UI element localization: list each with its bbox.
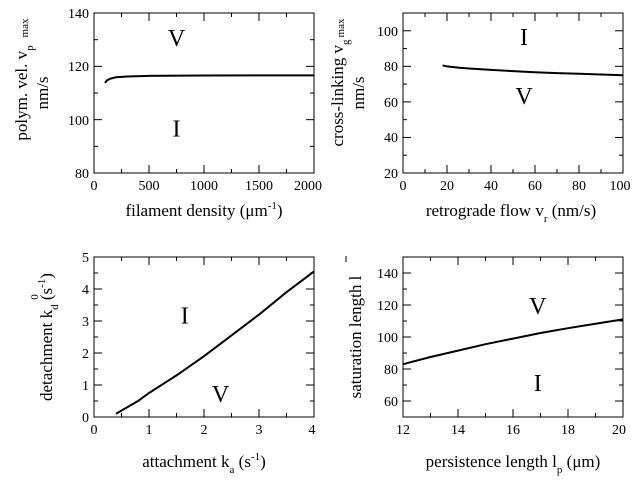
y-tick-label: 2	[82, 347, 89, 362]
x-tick-label: 18	[561, 423, 575, 438]
y-tick-labels: 0 1 2 3 4 5	[82, 251, 89, 426]
x-tick-labels: 0 500 1000 1500 2000	[91, 179, 323, 194]
x-tick-label: 500	[139, 179, 160, 194]
y-tick-label: 80	[75, 167, 89, 182]
y-tick-label: 3	[82, 315, 89, 330]
y-tick-labels: 20 40 60 80 100	[377, 25, 398, 182]
plot-frame	[402, 12, 624, 174]
series-line	[104, 74, 314, 84]
y-tick-label: 20	[384, 167, 398, 182]
panel-a: 0 500 1000 1500 2000 80 100 120 140 fila…	[12, 7, 322, 220]
series-line	[402, 318, 624, 366]
x-tick-labels: 0 20 40 60 80 100	[400, 179, 631, 194]
y-axis-label-sup: max	[19, 18, 31, 37]
x-tick-labels: 0 1 2 3 4	[91, 423, 316, 438]
panel-c: 0 1 2 3 4 0 1 2 3 4 5 attachment ka (s-1…	[29, 251, 316, 476]
series-line	[442, 64, 624, 77]
region-label-v: V	[515, 84, 533, 110]
y-axis-label: cross-linking vg	[328, 39, 352, 147]
y-tick-label: 80	[384, 60, 398, 75]
x-tick-labels: 12 14 16 18 20	[396, 423, 626, 438]
y-tick-label: 140	[377, 267, 398, 282]
y-tick-label: 80	[384, 363, 398, 378]
y-axis-label-sup: max	[335, 18, 347, 37]
y-tick-label: 4	[82, 283, 89, 298]
x-tick-label: 20	[440, 179, 454, 194]
x-axis-label: attachment ka (s-1)	[142, 451, 266, 476]
region-label-v: V	[212, 382, 230, 408]
plot-frame	[93, 256, 315, 418]
x-tick-label: 0	[91, 423, 98, 438]
region-label-i: I	[534, 371, 542, 397]
x-tick-label: 1	[146, 423, 153, 438]
x-tick-label: 2000	[294, 179, 322, 194]
y-tick-label: 5	[82, 251, 89, 266]
y-tick-label: 100	[377, 331, 398, 346]
tick-marks	[402, 256, 624, 418]
y-tick-label: 100	[68, 114, 89, 129]
region-label-v: V	[168, 26, 186, 52]
x-tick-label: 3	[256, 423, 263, 438]
y-axis-label: saturation length l	[346, 275, 365, 398]
x-tick-label: 20	[612, 423, 626, 438]
plot-frame	[402, 256, 624, 418]
x-tick-label: 40	[484, 179, 498, 194]
y-tick-labels: 80 100 120 140	[68, 7, 89, 182]
y-tick-label: 100	[377, 25, 398, 40]
y-tick-labels: 60 80 100 120 140	[377, 267, 398, 410]
x-tick-label: 1000	[190, 179, 218, 194]
x-tick-label: 80	[572, 179, 586, 194]
y-tick-label: 60	[384, 395, 398, 410]
x-tick-label: 0	[400, 179, 407, 194]
x-axis-label: persistence length lp (μm)	[426, 452, 601, 476]
x-tick-label: 100	[610, 179, 631, 194]
y-tick-label: 120	[68, 60, 89, 75]
x-tick-label: 14	[451, 423, 465, 438]
y-axis-label-sup: 0	[29, 294, 41, 300]
x-tick-label: 2	[201, 423, 208, 438]
panel-d: 12 14 16 18 20 60 80 100 120 140 persist…	[345, 256, 626, 476]
x-axis-label: filament density (μm-1)	[125, 200, 282, 220]
tick-marks	[93, 12, 315, 174]
x-tick-label: 16	[506, 423, 520, 438]
panel-b: 0 20 40 60 80 100 20 40 60 80 100 retrog…	[328, 12, 631, 225]
x-axis-label: retrograde flow vr (nm/s)	[426, 201, 596, 225]
y-tick-label: 0	[82, 411, 89, 426]
y-axis-label: detachment kd (s-1)	[36, 273, 61, 401]
region-label-i: I	[173, 117, 181, 143]
y-axis-label: polym. vel. vp	[12, 45, 36, 141]
x-tick-label: 1500	[245, 179, 273, 194]
plot-frame	[93, 12, 315, 174]
x-tick-label: 4	[309, 423, 316, 438]
y-tick-label: 140	[68, 7, 89, 22]
y-tick-label: 60	[384, 96, 398, 111]
region-label-i: I	[181, 304, 189, 330]
series-line	[115, 270, 315, 415]
y-tick-label: 40	[384, 131, 398, 146]
x-tick-label: 60	[528, 179, 542, 194]
x-tick-label: 12	[396, 423, 410, 438]
region-label-i: I	[520, 25, 528, 51]
tick-marks	[402, 12, 624, 174]
x-tick-label: 0	[91, 179, 98, 194]
y-tick-label: 120	[377, 299, 398, 314]
y-axis-unit: nm/s	[349, 76, 368, 109]
region-label-v: V	[529, 294, 547, 320]
tick-marks	[93, 256, 315, 418]
y-axis-unit: nm/s	[33, 76, 52, 109]
y-tick-label: 1	[82, 379, 89, 394]
